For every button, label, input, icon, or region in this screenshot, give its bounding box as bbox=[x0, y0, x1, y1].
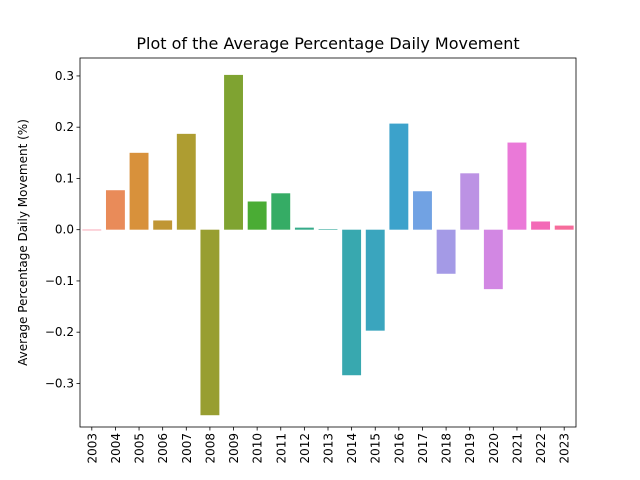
bar-2016 bbox=[389, 123, 409, 230]
bar-2010 bbox=[247, 201, 267, 230]
bar-2014 bbox=[342, 229, 362, 376]
bars-group bbox=[82, 74, 574, 416]
chart-title: Plot of the Average Percentage Daily Mov… bbox=[136, 34, 519, 53]
bar-2018 bbox=[436, 229, 456, 274]
bar-2012 bbox=[294, 227, 314, 230]
x-tick-label-2007: 2007 bbox=[180, 433, 194, 464]
x-tick-label-2009: 2009 bbox=[227, 433, 241, 464]
y-axis-label: Average Percentage Daily Movement (%) bbox=[16, 119, 30, 366]
y-tick-label: −0.1 bbox=[45, 274, 74, 288]
bar-2021 bbox=[507, 142, 527, 230]
bar-2006 bbox=[153, 220, 173, 230]
y-tick-label: 0.2 bbox=[55, 120, 74, 134]
x-tick-label-2003: 2003 bbox=[85, 433, 99, 464]
bar-2009 bbox=[224, 74, 243, 230]
y-tick-label: 0.0 bbox=[55, 223, 74, 237]
bar-2017 bbox=[413, 191, 432, 230]
x-tick-label-2022: 2022 bbox=[534, 433, 548, 464]
x-tick-label-2016: 2016 bbox=[392, 433, 406, 464]
y-tick-label: −0.3 bbox=[45, 376, 74, 390]
x-tick-label-2015: 2015 bbox=[369, 433, 383, 464]
bar-2022 bbox=[531, 221, 551, 230]
x-tick-label-2019: 2019 bbox=[463, 433, 477, 464]
bar-2007 bbox=[176, 133, 196, 230]
x-tick-label-2004: 2004 bbox=[109, 433, 123, 464]
bar-2019 bbox=[460, 173, 480, 230]
x-tick-label-2008: 2008 bbox=[203, 433, 217, 464]
x-tick-label-2010: 2010 bbox=[251, 433, 265, 464]
bar-2015 bbox=[365, 229, 385, 331]
x-tick-label-2011: 2011 bbox=[274, 433, 288, 464]
bar-2008 bbox=[200, 229, 220, 416]
x-tick-label-2012: 2012 bbox=[298, 433, 312, 464]
x-tick-label-2014: 2014 bbox=[345, 433, 359, 464]
bar-2023 bbox=[554, 225, 574, 230]
x-tick-label-2006: 2006 bbox=[156, 433, 170, 464]
x-tick-label-2017: 2017 bbox=[416, 433, 430, 464]
x-axis: 2003 2004 2005 2006 2007 2008 2009 2010 2011 2012… bbox=[85, 427, 572, 464]
x-tick-label-2021: 2021 bbox=[510, 433, 524, 464]
x-tick-label-2020: 2020 bbox=[487, 433, 501, 464]
y-tick-label: −0.2 bbox=[45, 325, 74, 339]
bar-2005 bbox=[129, 152, 149, 230]
y-tick-label: 0.1 bbox=[55, 171, 74, 185]
bar-2020 bbox=[483, 229, 503, 290]
x-tick-label-2018: 2018 bbox=[440, 433, 454, 464]
x-tick-label-2013: 2013 bbox=[322, 433, 336, 464]
x-tick-label-2023: 2023 bbox=[558, 433, 572, 464]
y-tick-label: 0.3 bbox=[55, 69, 74, 83]
bar-2011 bbox=[271, 193, 291, 230]
bar-2004 bbox=[105, 190, 125, 230]
bar-2013 bbox=[318, 229, 338, 230]
x-tick-label-2005: 2005 bbox=[133, 433, 147, 464]
y-axis: −0.3 −0.2 −0.1 0.0 0.1 0.2 0.3 bbox=[45, 69, 80, 390]
plot-frame bbox=[79, 57, 577, 428]
bar-2003 bbox=[82, 229, 102, 231]
